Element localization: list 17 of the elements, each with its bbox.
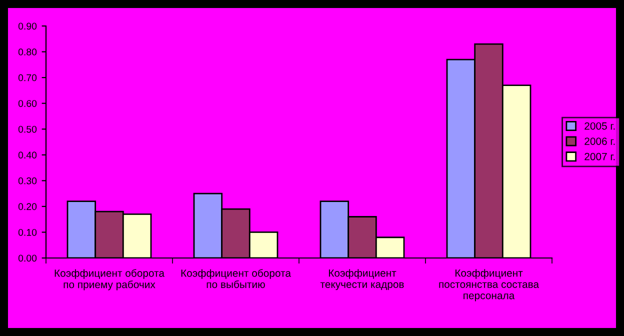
x-tick-label: Коэффициент текучести кадров (320, 269, 404, 290)
y-tick-label: 0.80 (18, 48, 37, 56)
y-tick-label: 0.60 (18, 100, 37, 107)
y-tick-label: 0.50 (18, 126, 37, 133)
y-tick-label: 0.20 (18, 203, 37, 210)
legend-label: 2006 г. (584, 138, 615, 145)
legend-label: 2007 г. (584, 152, 615, 160)
x-tick-label: Коэффициент оборота по приему рабочих (54, 269, 164, 290)
y-tick-label: 0.30 (18, 177, 37, 184)
y-tick-label: 0.00 (18, 254, 37, 262)
legend-label: 2005 г. (584, 122, 615, 130)
y-tick-label: 0.40 (18, 152, 37, 159)
y-tick-label: 0.70 (18, 74, 37, 82)
y-tick-label: 0.10 (18, 228, 37, 236)
x-tick-label: Коэффициент оборота по выбытию (181, 269, 291, 288)
x-tick-label: Коэффициент постоянства состава персонала (439, 269, 540, 302)
y-tick-label: 0.90 (18, 22, 37, 30)
